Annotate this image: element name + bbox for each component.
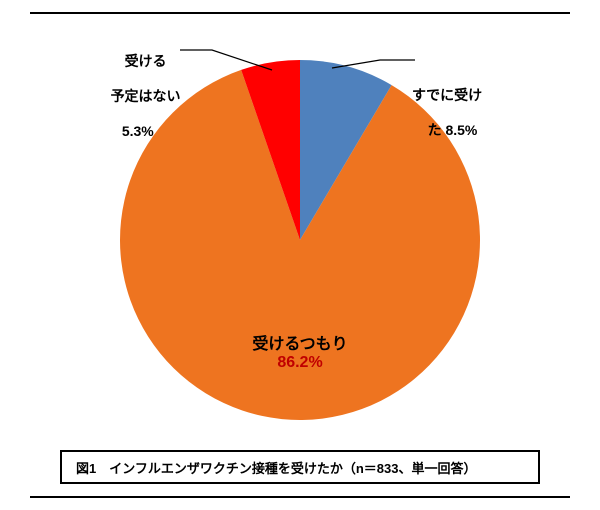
label-no-plan-line1: 受ける xyxy=(125,53,167,69)
label-no-plan: 受ける 予定はない 5.3% xyxy=(95,35,181,175)
caption-box: 図1 インフルエンザワクチン接種を受けたか（n＝833、単一回答） xyxy=(60,450,540,484)
label-no-plan-value: 5.3% xyxy=(95,123,181,141)
leader-no-plan xyxy=(0,0,600,510)
label-already-line1: すでに受け xyxy=(412,87,482,105)
rule-bottom xyxy=(30,496,570,498)
label-already: すでに受け た 8.5% xyxy=(412,52,482,157)
leader-no-plan-line xyxy=(180,50,272,70)
pie-chart: すでに受け た 8.5% 受ける 予定はない 5.3% 受けるつもり 86.2% xyxy=(0,0,600,510)
label-no-plan-line2: 予定はない xyxy=(111,88,181,104)
label-intend-text: 受けるつもり xyxy=(200,330,400,354)
caption-text: 図1 インフルエンザワクチン接種を受けたか（n＝833、単一回答） xyxy=(76,458,476,477)
label-intend-value: 86.2% xyxy=(200,354,400,372)
label-intend: 受けるつもり 86.2% xyxy=(200,330,400,372)
label-already-line2-and-value: た 8.5% xyxy=(428,122,478,138)
